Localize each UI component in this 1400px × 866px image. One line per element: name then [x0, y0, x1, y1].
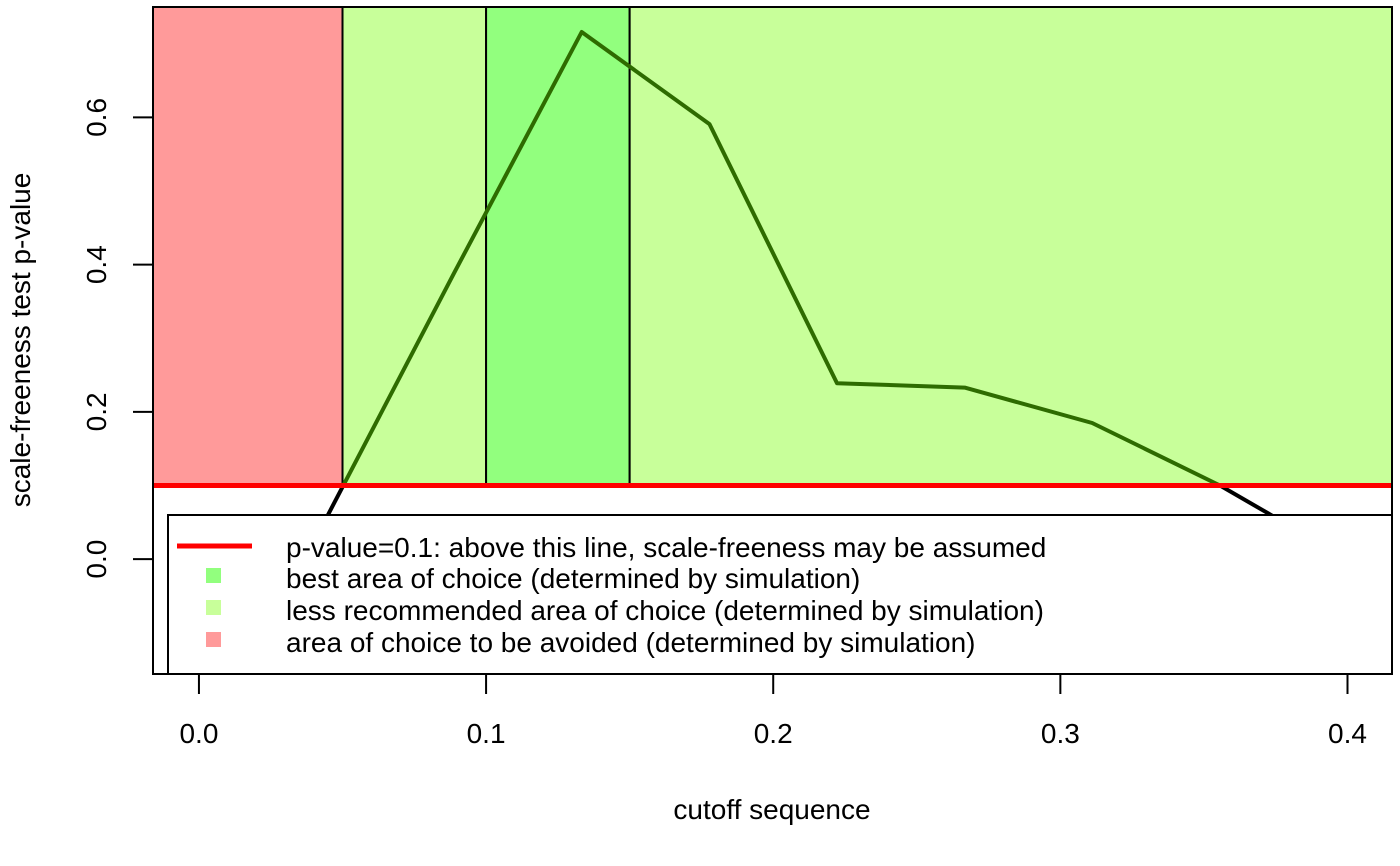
x-tick-label-1: 0.1: [467, 718, 506, 749]
legend-square-symbol-2: [206, 600, 221, 615]
y-tick-label-1: 0.2: [81, 392, 112, 431]
y-tick-label-3: 0.6: [81, 98, 112, 137]
x-axis-title: cutoff sequence: [673, 794, 870, 825]
y-tick-label-2: 0.4: [81, 245, 112, 284]
legend-box: [167, 514, 1393, 675]
region-avoid-0: [152, 6, 344, 487]
legend-square-symbol-1: [206, 568, 221, 583]
region-best-2: [485, 6, 631, 487]
p-value-line: [197, 30, 1349, 613]
x-tick-label-0: 0.0: [179, 718, 218, 749]
x-tick-label-2: 0.2: [754, 718, 793, 749]
y-axis: 0.0 0.2 0.4 0.6: [81, 98, 154, 579]
y-axis-title: scale-freeness test p-value: [5, 173, 36, 508]
legend-label-0: p-value=0.1: above this line, scale-free…: [286, 532, 1046, 563]
legend: p-value=0.1: above this line, scale-free…: [167, 514, 1393, 675]
x-axis: 0.0 0.1 0.2 0.3 0.4: [179, 673, 1367, 749]
region-less-3: [628, 6, 1393, 487]
legend-label-2: less recommended area of choice (determi…: [286, 595, 1044, 626]
series-line-above-threshold: [341, 30, 1225, 486]
legend-label-1: best area of choice (determined by simul…: [286, 563, 860, 594]
y-tick-label-0: 0.0: [81, 540, 112, 579]
x-tick-label-4: 0.4: [1328, 718, 1367, 749]
shaded-regions: [152, 6, 1393, 487]
x-tick-label-3: 0.3: [1041, 718, 1080, 749]
legend-square-symbol-3: [206, 632, 221, 647]
legend-label-3: area of choice to be avoided (determined…: [286, 627, 976, 658]
region-less-1: [341, 6, 488, 487]
